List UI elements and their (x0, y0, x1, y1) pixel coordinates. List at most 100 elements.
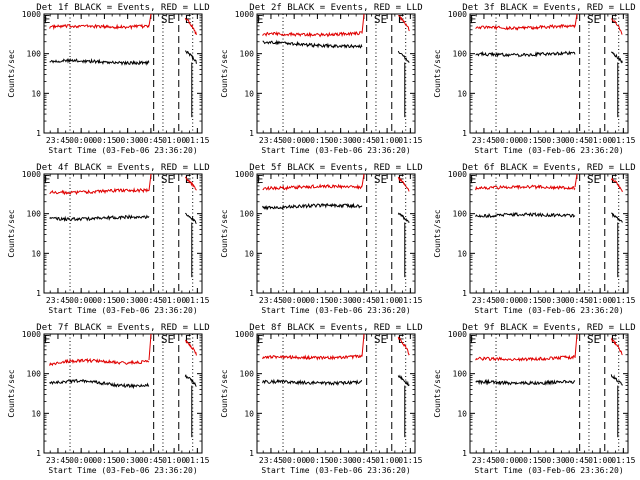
x-tick-label: 01:00 (375, 456, 399, 465)
lld-series-line (475, 23, 576, 31)
x-tick-label: 00:00 (495, 136, 519, 145)
event-marker-label: E (398, 333, 405, 346)
x-tick-label: 00:45 (352, 296, 376, 305)
lld-series-line (475, 354, 576, 362)
lld-after-line (185, 339, 197, 356)
lld-spike (361, 13, 365, 34)
x-axis-label: Start Time (03-Feb-06 23:36:20) (48, 306, 197, 315)
x-tick-label: 00:30 (542, 456, 566, 465)
plot-frame (256, 333, 416, 454)
y-tick-label: 100 (453, 370, 468, 379)
x-tick-label: 23:45 (46, 456, 70, 465)
y-axis-label: Counts/sec (433, 49, 442, 97)
y-tick-label: 1 (36, 289, 41, 298)
x-tick-label: 01:00 (375, 296, 399, 305)
events-after-line (397, 374, 410, 387)
events-series-line (262, 202, 363, 211)
y-tick-label: 1 (462, 449, 467, 458)
y-tick-label: 10 (31, 249, 41, 258)
x-tick-label: 00:00 (282, 136, 306, 145)
event-marker-label: E (611, 173, 618, 186)
x-tick-label: 00:15 (518, 456, 542, 465)
x-tick-label: 01:15 (185, 296, 209, 305)
y-tick-label: 100 (27, 50, 42, 59)
y-tick-label: 10 (457, 249, 467, 258)
chart-title: Det 6f BLACK = Events, RED = LLD (462, 163, 635, 173)
detector-chart: Det 1f BLACK = Events, RED = LLD 1 10 100 10… (7, 3, 210, 155)
y-axis-label: Counts/sec (433, 369, 442, 417)
detector-panel: Det 3f BLACK = Events, RED = LLD 1 10 100 10… (426, 0, 639, 160)
y-tick-label: 1000 (448, 170, 467, 179)
x-tick-label: 23:45 (472, 136, 496, 145)
x-tick-label: 00:45 (139, 456, 163, 465)
x-tick-label: 01:15 (185, 456, 209, 465)
plot-frame (256, 13, 416, 134)
event-marker-label: SE (161, 333, 174, 346)
x-tick-label: 23:45 (46, 296, 70, 305)
y-tick-label: 1 (462, 129, 467, 138)
x-tick-label: 00:00 (495, 456, 519, 465)
plot-frame (469, 13, 629, 134)
x-tick-label: 00:15 (92, 136, 116, 145)
lld-spike (148, 333, 152, 361)
lld-spike (574, 333, 578, 358)
x-axis-label: Start Time (03-Feb-06 23:36:20) (474, 466, 623, 475)
y-tick-label: 1000 (235, 10, 254, 19)
lld-after-line (611, 18, 623, 35)
x-tick-label: 00:00 (495, 296, 519, 305)
detector-chart: Det 6f BLACK = Events, RED = LLD 1 10 100 10… (433, 163, 636, 315)
lld-series-line (49, 357, 150, 367)
event-marker-label: SE (587, 333, 600, 346)
y-axis-label: Counts/sec (433, 209, 442, 257)
event-marker-label: E (44, 13, 51, 26)
event-marker-label: SE (374, 333, 387, 346)
x-tick-label: 00:15 (518, 296, 542, 305)
event-marker-label: SE (587, 173, 600, 186)
event-marker-label: SE (161, 173, 174, 186)
plot-frame (43, 173, 203, 294)
x-tick-label: 00:30 (116, 136, 140, 145)
y-tick-label: 10 (31, 409, 41, 418)
x-tick-label: 00:45 (565, 136, 589, 145)
x-tick-label: 00:45 (139, 296, 163, 305)
events-after-line (397, 50, 410, 63)
events-after-line (184, 374, 197, 387)
y-axis-label: Counts/sec (7, 49, 16, 97)
x-tick-label: 00:30 (329, 456, 353, 465)
chart-title: Det 9f BLACK = Events, RED = LLD (462, 323, 635, 333)
x-tick-label: 00:30 (542, 296, 566, 305)
x-tick-label: 00:00 (69, 456, 93, 465)
x-tick-label: 23:45 (259, 296, 283, 305)
x-tick-label: 23:45 (259, 136, 283, 145)
y-axis-label: Counts/sec (7, 369, 16, 417)
chart-title: Det 2f BLACK = Events, RED = LLD (249, 3, 422, 13)
events-series-line (475, 378, 576, 386)
lld-series-line (262, 183, 363, 191)
x-tick-label: 00:30 (542, 136, 566, 145)
event-marker-label: SE (374, 13, 387, 26)
x-tick-label: 00:15 (92, 296, 116, 305)
x-tick-label: 00:00 (282, 296, 306, 305)
x-tick-label: 00:00 (69, 296, 93, 305)
y-tick-label: 100 (240, 50, 255, 59)
x-tick-label: 00:45 (565, 296, 589, 305)
plot-frame (469, 333, 629, 454)
chart-title: Det 8f BLACK = Events, RED = LLD (249, 323, 422, 333)
events-series-line (49, 378, 150, 390)
lld-spike (574, 173, 578, 188)
x-tick-label: 01:00 (162, 296, 186, 305)
plot-frame (43, 13, 203, 134)
lld-spike (361, 173, 365, 187)
x-tick-label: 01:15 (611, 296, 635, 305)
detector-chart: Det 9f BLACK = Events, RED = LLD 1 10 100 10… (433, 323, 636, 475)
lld-after-line (610, 337, 623, 356)
event-marker-label: SE (161, 13, 174, 26)
plot-frame (43, 333, 203, 454)
y-tick-label: 100 (453, 50, 468, 59)
events-after-line (184, 50, 197, 64)
y-axis-label: Counts/sec (220, 369, 229, 417)
lld-series-line (49, 187, 150, 196)
lld-series-line (49, 23, 150, 31)
x-tick-label: 00:45 (352, 456, 376, 465)
